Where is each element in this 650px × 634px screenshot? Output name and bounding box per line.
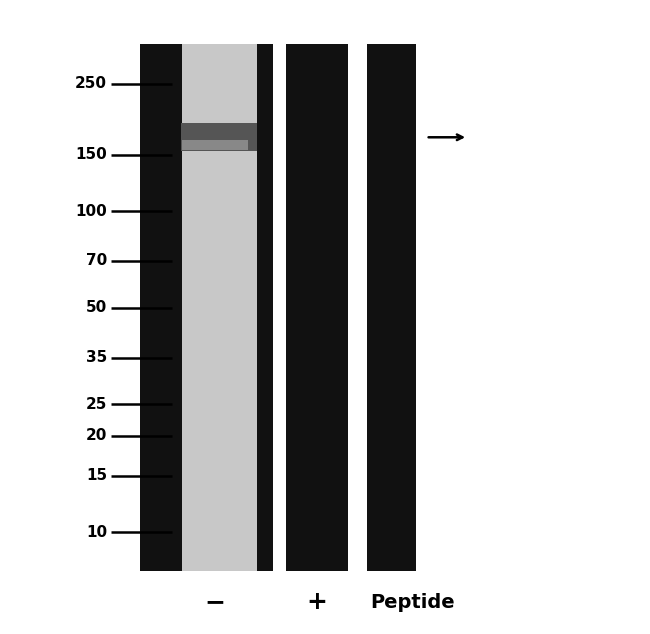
Bar <box>367 44 416 571</box>
Bar <box>286 44 348 571</box>
Text: Peptide: Peptide <box>370 593 455 612</box>
Text: 25: 25 <box>86 397 107 412</box>
Text: 35: 35 <box>86 350 107 365</box>
Text: −: − <box>204 590 225 614</box>
Bar <box>181 44 257 571</box>
Bar <box>140 44 169 571</box>
Text: 250: 250 <box>75 76 107 91</box>
Text: 15: 15 <box>86 468 107 483</box>
Text: 150: 150 <box>75 147 107 162</box>
Text: 10: 10 <box>86 524 107 540</box>
Bar <box>181 124 257 152</box>
Bar <box>182 140 248 150</box>
Text: +: + <box>307 590 328 614</box>
Text: 20: 20 <box>86 428 107 443</box>
Bar <box>257 44 273 571</box>
Text: 50: 50 <box>86 301 107 315</box>
Text: 70: 70 <box>86 254 107 268</box>
Text: 100: 100 <box>75 204 107 219</box>
Bar <box>111 44 598 571</box>
Bar <box>169 44 182 571</box>
Bar <box>169 44 273 571</box>
